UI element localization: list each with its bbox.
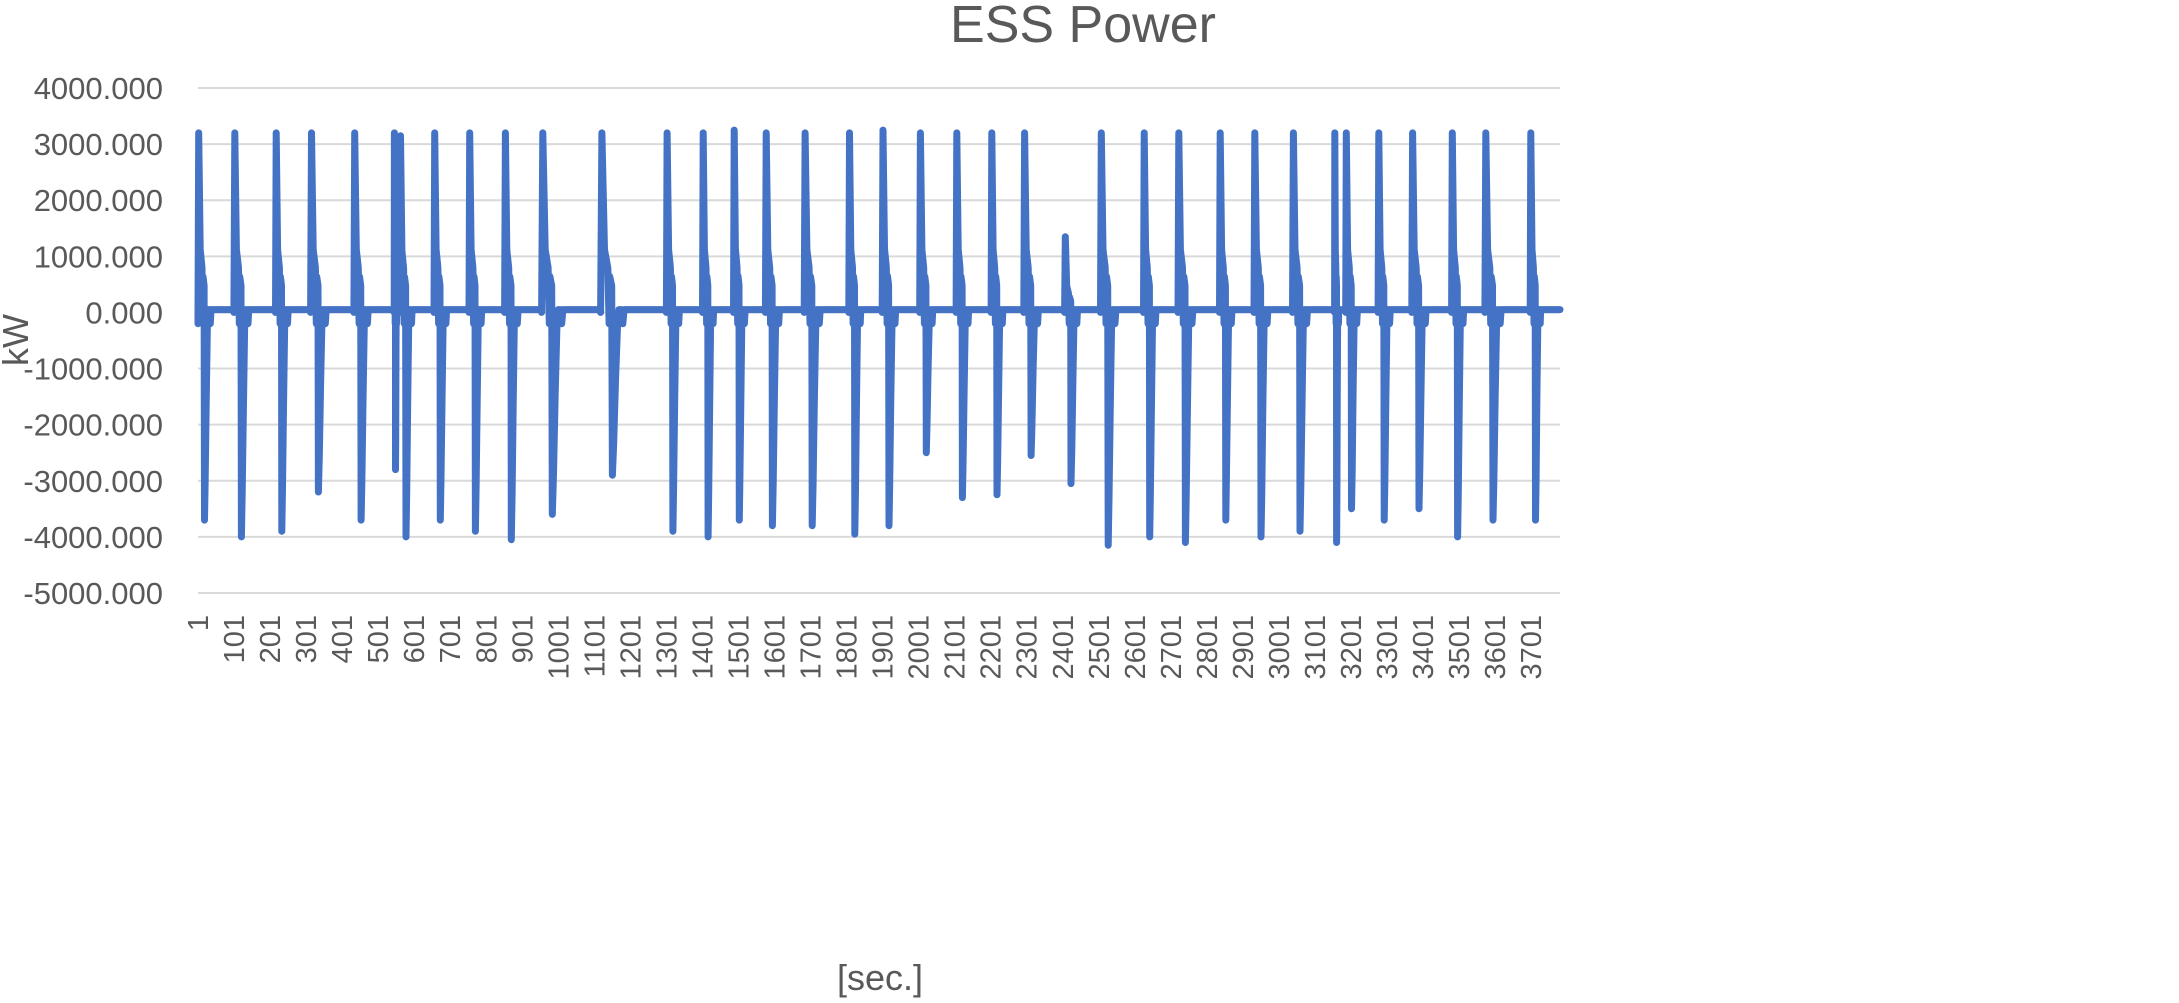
x-tick-label: 2301 <box>1012 615 1044 680</box>
y-tick-label: 4000.000 <box>34 71 163 106</box>
y-axis-title: kW <box>0 314 36 366</box>
x-tick-label: 2801 <box>1192 615 1224 680</box>
x-axis-title: [sec.] <box>837 957 923 998</box>
y-axis-ticks: 4000.000 3000.000 2000.000 1000.000 0.000 -10… <box>23 71 163 611</box>
x-tick-label: 1201 <box>615 615 647 680</box>
y-tick-label: 1000.000 <box>34 239 163 274</box>
x-tick-label: 2401 <box>1048 615 1080 680</box>
x-tick-label: 3701 <box>1516 615 1548 680</box>
x-tick-label: 1501 <box>723 615 755 680</box>
x-tick-label: 3601 <box>1480 615 1512 680</box>
x-tick-label: 3201 <box>1336 615 1368 680</box>
chart-title: ESS Power <box>950 0 1216 54</box>
y-tick-label: 0.000 <box>85 295 163 330</box>
x-tick-label: 701 <box>435 615 467 663</box>
x-tick-label: 501 <box>363 615 395 663</box>
x-tick-label: 2501 <box>1084 615 1116 680</box>
y-tick-label: -5000.000 <box>23 576 163 611</box>
x-tick-label: 1 <box>183 615 215 631</box>
x-tick-label: 2101 <box>940 615 972 680</box>
y-tick-label: -4000.000 <box>23 520 163 555</box>
x-tick-label: 3101 <box>1300 615 1332 680</box>
x-tick-label: 2201 <box>976 615 1008 680</box>
y-tick-label: -3000.000 <box>23 464 163 499</box>
x-tick-label: 2901 <box>1228 615 1260 680</box>
y-tick-label: -1000.000 <box>23 352 163 387</box>
x-tick-label: 801 <box>471 615 503 663</box>
x-tick-label: 101 <box>219 615 251 663</box>
x-tick-label: 1601 <box>760 615 792 680</box>
x-tick-label: 601 <box>399 615 431 663</box>
x-tick-label: 1101 <box>579 615 611 677</box>
x-tick-label: 201 <box>255 615 287 663</box>
x-tick-label: 1301 <box>651 615 683 680</box>
series-layer <box>194 126 1564 549</box>
x-tick-label: 3501 <box>1444 615 1476 680</box>
y-tick-label: 3000.000 <box>34 127 163 162</box>
x-tick-label: 1901 <box>868 615 900 680</box>
x-tick-label: 901 <box>507 615 539 663</box>
series-line <box>194 126 1564 549</box>
y-tick-label: -2000.000 <box>23 408 163 443</box>
x-tick-label: 1701 <box>796 615 828 680</box>
x-tick-label: 3301 <box>1372 615 1404 680</box>
x-tick-label: 3401 <box>1408 615 1440 680</box>
x-axis-ticks: 1 101 201 301 401 501 601 701 801 901 1001 1101 1201… <box>183 615 1548 680</box>
x-tick-label: 1001 <box>543 615 575 680</box>
x-tick-label: 401 <box>327 615 359 663</box>
x-tick-label: 2701 <box>1156 615 1188 680</box>
x-tick-label: 301 <box>291 615 323 663</box>
x-tick-label: 2001 <box>904 615 936 680</box>
x-tick-label: 3001 <box>1264 615 1296 680</box>
x-tick-label: 1401 <box>687 615 719 680</box>
y-tick-label: 2000.000 <box>34 183 163 218</box>
x-tick-label: 1801 <box>832 615 864 680</box>
x-tick-label: 2601 <box>1120 615 1152 680</box>
